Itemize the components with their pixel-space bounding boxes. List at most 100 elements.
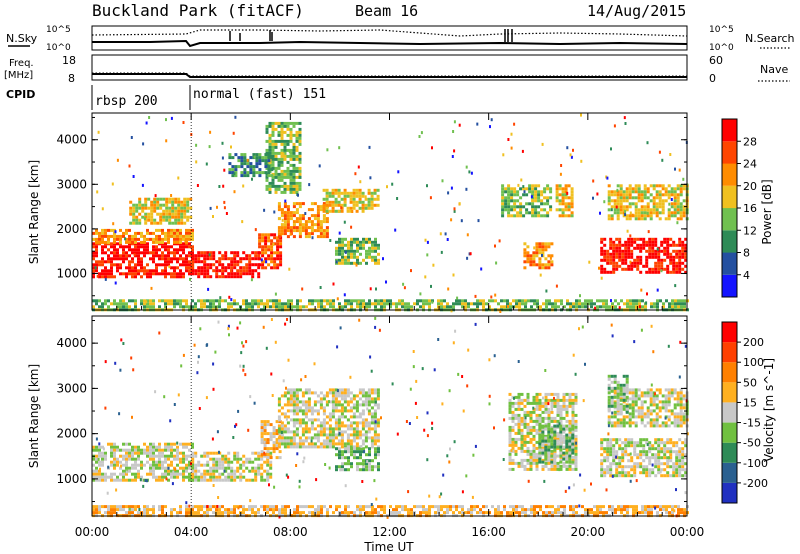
colorbar-swatch bbox=[722, 442, 737, 463]
power-region bbox=[277, 202, 329, 239]
power-y-axis: 1000 2000 3000 4000 bbox=[56, 116, 687, 297]
colorbar-swatch bbox=[722, 482, 737, 503]
noise-tick-right-high: 10^5 bbox=[709, 25, 734, 35]
time-x-axis: 00:00 04:00 08:00 12:00 16:00 20:00 00:00 bbox=[75, 113, 704, 539]
colorbar-swatch bbox=[722, 342, 737, 363]
nsky-line bbox=[92, 39, 688, 48]
velocity-panel-frame bbox=[91, 315, 688, 517]
colorbar-swatch bbox=[722, 208, 737, 231]
power-region bbox=[523, 242, 554, 270]
nave-tick-low: 0 bbox=[709, 72, 716, 85]
nsearch-label: N.Search bbox=[745, 32, 795, 45]
station-title: Buckland Park (fitACF) bbox=[92, 1, 304, 20]
freq-line bbox=[92, 73, 687, 78]
power-region bbox=[335, 237, 380, 265]
power-region bbox=[265, 121, 302, 194]
power-region bbox=[258, 233, 283, 270]
colorbar-swatch bbox=[722, 422, 737, 443]
x-tick-label: 20:00 bbox=[571, 525, 606, 539]
nave-label: Nave bbox=[760, 63, 788, 76]
y-tick-label: 2000 bbox=[56, 222, 87, 236]
noise-tick-left-low: 10^0 bbox=[46, 43, 71, 53]
power-panel: 1000 2000 3000 4000 Slant Range [km] 4 8 12 16… bbox=[27, 112, 774, 313]
colorbar-swatch bbox=[722, 322, 737, 343]
cpid-segment-2: normal (fast) 151 bbox=[193, 87, 326, 102]
y-tick-label: 2000 bbox=[56, 427, 87, 441]
colorbar-tick-label: 15 bbox=[743, 396, 757, 409]
velocity-colorbar-label: Velocity [m s^-1] bbox=[762, 358, 776, 462]
power-region bbox=[322, 188, 380, 213]
y-tick-label: 1000 bbox=[56, 266, 87, 280]
colorbar-swatch bbox=[722, 141, 737, 164]
velocity-y-axis: 1000 2000 3000 4000 bbox=[56, 320, 687, 503]
colorbar-swatch bbox=[722, 119, 737, 142]
noise-tick-left-high: 10^5 bbox=[46, 25, 71, 35]
velocity-region bbox=[191, 451, 273, 482]
colorbar-tick-label: 4 bbox=[743, 269, 750, 282]
colorbar-tick-label: 24 bbox=[743, 158, 757, 171]
colorbar-tick-label: 8 bbox=[743, 247, 750, 260]
colorbar-tick-label: -50 bbox=[743, 437, 761, 450]
velocity-region bbox=[538, 424, 575, 464]
freq-panel-frame bbox=[91, 54, 688, 81]
colorbar-tick-label: 12 bbox=[743, 224, 757, 237]
velocity-region bbox=[607, 374, 629, 414]
velocity-region bbox=[335, 447, 380, 472]
y-tick-label: 3000 bbox=[56, 177, 87, 191]
colorbar-swatch bbox=[722, 382, 737, 403]
velocity-region bbox=[600, 438, 688, 478]
power-region bbox=[92, 228, 194, 244]
power-region bbox=[191, 251, 261, 279]
colorbar-swatch bbox=[722, 252, 737, 275]
power-heatmap bbox=[92, 113, 689, 313]
colorbar-swatch bbox=[722, 402, 737, 423]
velocity-region bbox=[260, 420, 282, 460]
freq-label-2: [MHz] bbox=[4, 70, 33, 81]
velocity-heatmap bbox=[92, 316, 689, 519]
power-region bbox=[600, 237, 688, 274]
colorbar-tick-label: 50 bbox=[743, 376, 757, 389]
freq-tick-low: 8 bbox=[68, 72, 75, 85]
nsky-label: N.Sky bbox=[6, 32, 38, 45]
y-tick-label: 4000 bbox=[56, 133, 87, 147]
freq-label-1: Freq. bbox=[9, 58, 34, 69]
noise-spikes bbox=[229, 29, 513, 42]
noise-tick-right-low: 10^0 bbox=[709, 43, 734, 53]
velocity-region bbox=[277, 388, 380, 449]
power-region bbox=[228, 153, 274, 178]
power-y-label: Slant Range [km] bbox=[27, 160, 41, 264]
velocity-y-label: Slant Range [km] bbox=[27, 364, 41, 468]
power-region bbox=[129, 197, 193, 225]
noise-panel-frame bbox=[91, 25, 688, 51]
y-tick-label: 3000 bbox=[56, 381, 87, 395]
x-tick-label: 00:00 bbox=[75, 525, 110, 539]
y-tick-label: 4000 bbox=[56, 336, 87, 350]
nsearch-line bbox=[91, 29, 688, 37]
x-tick-label: 16:00 bbox=[471, 525, 506, 539]
x-tick-label: 12:00 bbox=[372, 525, 407, 539]
velocity-region bbox=[92, 505, 689, 518]
velocity-scatter bbox=[95, 316, 689, 519]
colorbar-tick-label: 16 bbox=[743, 202, 757, 215]
freq-tick-high: 18 bbox=[62, 54, 76, 67]
x-tick-label: 08:00 bbox=[273, 525, 308, 539]
colorbar-tick-label: -15 bbox=[743, 417, 761, 430]
power-region bbox=[92, 242, 194, 279]
colorbar-tick-label: 28 bbox=[743, 135, 757, 148]
beam-label: Beam 16 bbox=[355, 2, 418, 20]
x-axis-label: Time UT bbox=[363, 540, 414, 554]
velocity-colorbar: 200 100 50 15 -15 -50 -100 -200 bbox=[721, 321, 768, 504]
velocity-panel: 1000 2000 3000 4000 Slant Range [km] 200 100… bbox=[27, 315, 776, 519]
cpid-panel: CPID rbsp 200 normal (fast) 151 bbox=[6, 85, 326, 110]
freq-panel: Freq. [MHz] 18 8 60 0 Nave bbox=[4, 54, 790, 85]
colorbar-swatch bbox=[722, 185, 737, 209]
y-tick-label: 1000 bbox=[56, 472, 87, 486]
colorbar-tick-label: -200 bbox=[743, 477, 768, 490]
colorbar-tick-label: 200 bbox=[743, 336, 764, 349]
colorbar-tick-label: -100 bbox=[743, 457, 768, 470]
colorbar-swatch bbox=[722, 362, 737, 383]
colorbar-frame bbox=[721, 321, 738, 504]
date-label: 14/Aug/2015 bbox=[587, 2, 686, 20]
colorbar-tick-label: 20 bbox=[743, 180, 757, 193]
